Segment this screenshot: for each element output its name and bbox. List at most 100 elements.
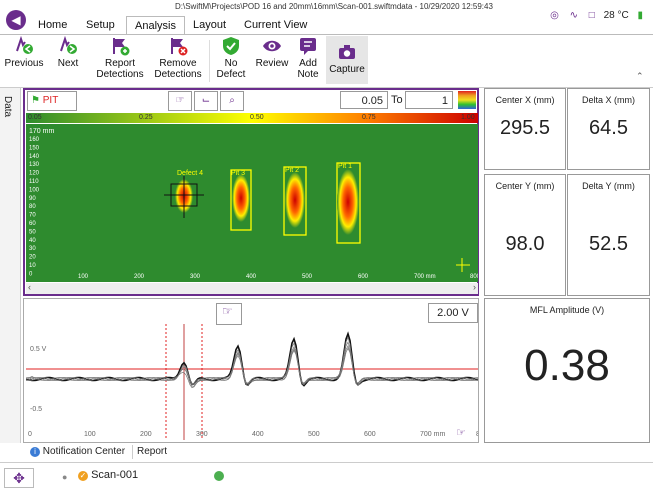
tab-layout[interactable]: Layout <box>193 19 227 31</box>
add-note-button[interactable]: Add Note <box>294 36 322 80</box>
probe-icon: □ <box>588 10 595 21</box>
trace-plot[interactable]: 0 100 200 300 400 500 600 700 mm 800 0.5 V 0 -0.… <box>26 324 478 440</box>
tab-home[interactable]: Home <box>38 19 68 31</box>
remove-detections-button[interactable]: Remove Detections <box>150 36 206 80</box>
map-y-tick: 70 <box>29 213 36 219</box>
range-min-input[interactable]: 0.05 <box>340 91 388 109</box>
map-y-tick: 50 <box>29 229 36 235</box>
palette-button[interactable] <box>458 91 476 109</box>
tab-divider <box>0 34 653 35</box>
delta-y-value: 52.5 <box>589 233 628 255</box>
scroll-left-icon[interactable]: ‹ <box>28 282 31 292</box>
trace-pan-icon[interactable]: ☞ <box>456 426 466 439</box>
file-path: D:\SwiftM\Projects\POD 16 and 20mm\16mm\… <box>175 2 493 11</box>
report-detections-button[interactable]: Report Detections <box>92 36 148 80</box>
hand-tool-icon[interactable]: ☞ <box>168 91 192 111</box>
flag-add-icon <box>113 38 130 56</box>
map-x-tick: 500 <box>302 274 313 280</box>
trace-x-tick: 400 <box>252 431 264 438</box>
scroll-right-icon[interactable]: › <box>473 282 476 292</box>
pan-tool-button[interactable]: ☞ <box>216 303 242 325</box>
trace-x-tick: 800 <box>476 431 478 438</box>
tab-analysis[interactable]: Analysis <box>126 16 185 35</box>
trace-y-tick: -0.5 <box>30 406 42 413</box>
chevron-up-icon[interactable]: ⌃ <box>636 71 644 81</box>
horizontal-scrollbar[interactable]: ‹ › <box>26 282 478 294</box>
center-x-readout: Center X (mm) 295.5 <box>484 88 566 170</box>
report-tab[interactable]: Report <box>132 445 169 459</box>
previous-button[interactable]: Previous <box>4 36 44 69</box>
target-icon[interactable]: ◎ <box>550 10 559 21</box>
map-x-tick: 100 <box>78 274 89 280</box>
trace-panel <box>23 298 479 443</box>
map-y-tick: 140 <box>29 154 40 160</box>
capture-button[interactable]: Capture <box>326 36 368 84</box>
map-y-tick: 60 <box>29 221 36 227</box>
detection-box-pit3[interactable] <box>230 169 252 231</box>
trace-x-ticks: 0 100 200 300 400 500 600 700 mm 800 <box>28 431 478 438</box>
detection-box-pit1[interactable] <box>336 162 361 244</box>
map-y-tick: 10 <box>29 263 36 269</box>
addnote-label-1: Add <box>299 58 317 69</box>
next-icon <box>60 36 77 54</box>
map-x-tick: 400 <box>246 274 257 280</box>
delta-y-label: Delta Y (mm) <box>582 181 635 191</box>
review-button[interactable]: Review <box>254 36 290 69</box>
trace-x-tick: 500 <box>308 431 320 438</box>
indication-type-select[interactable]: ⚑ PIT <box>27 91 77 111</box>
zoom-tool-icon[interactable]: ⌕ <box>220 91 244 111</box>
next-scan-icon[interactable] <box>214 471 224 481</box>
camera-icon <box>339 45 355 59</box>
trace-x-tick: 600 <box>364 431 376 438</box>
data-side-tab[interactable] <box>0 88 21 443</box>
map-y-tick: 110 <box>29 179 39 185</box>
eye-icon <box>263 40 281 52</box>
notification-center-label: Notification Center <box>42 446 126 457</box>
no-defect-button[interactable]: No Defect <box>214 36 248 80</box>
previous-label: Previous <box>4 58 44 69</box>
map-y-tick: 90 <box>29 196 36 202</box>
detection-box-pit2[interactable] <box>283 166 307 236</box>
back-button[interactable]: ◀ <box>6 10 26 30</box>
colorbar-tick: 0.25 <box>139 114 153 121</box>
signal-trace <box>26 344 478 387</box>
trace-x-tick: 300 <box>196 431 208 438</box>
defect-cursor[interactable] <box>164 176 204 218</box>
range-max-input[interactable]: 1 <box>405 91 453 109</box>
tab-current-view[interactable]: Current View <box>244 19 308 31</box>
detection-label: Defect 4 <box>177 170 203 177</box>
map-y-tick: 130 <box>29 162 40 168</box>
delta-y-readout: Delta Y (mm) 52.5 <box>567 174 650 296</box>
map-x-ticks: 100 200 300 400 500 600 700 mm 800 <box>78 274 478 280</box>
map-x-tick: 200 <box>134 274 145 280</box>
indication-type-value: PIT <box>42 95 59 106</box>
trace-y-tick: 0 <box>30 376 34 383</box>
map-y-tick: 30 <box>29 246 36 252</box>
status-area: ◎ ∿ □ 28 °C ▮ <box>550 10 643 21</box>
close-scan-icon[interactable]: ● <box>62 472 68 482</box>
cscan-map[interactable]: 1601501401301201101009080706050403020100… <box>26 124 478 282</box>
notification-center-tab[interactable]: i Notification Center <box>28 445 127 459</box>
remove-label-1: Remove <box>159 58 197 69</box>
scan-name: Scan-001 <box>91 469 139 481</box>
center-y-value: 98.0 <box>505 233 545 255</box>
center-x-value: 295.5 <box>499 117 551 139</box>
axes-tool-icon[interactable]: ⌙ <box>194 91 218 111</box>
scan-item[interactable]: ✓ Scan-001 <box>78 469 138 481</box>
voltage-scale-input[interactable]: 2.00 V <box>428 303 478 323</box>
flag-remove-icon <box>171 38 188 56</box>
mfl-amplitude-readout: MFL Amplitude (V) 0.38 <box>484 298 650 443</box>
tab-setup[interactable]: Setup <box>86 19 115 31</box>
trace-x-tick: 0 <box>28 431 32 438</box>
map-y-tick: 80 <box>29 204 36 210</box>
map-background <box>26 124 478 282</box>
plot-tools: ☞ ⌙ ⌕ <box>168 91 250 111</box>
shield-check-icon <box>223 37 239 55</box>
next-button[interactable]: Next <box>50 36 86 69</box>
map-x-tick: 300 <box>190 274 201 280</box>
title-bar <box>0 0 653 16</box>
move-icon[interactable]: ✥ <box>4 468 34 488</box>
remove-label-2: Detections <box>154 69 202 80</box>
note-icon <box>300 38 316 55</box>
range-to-label: To <box>391 94 403 106</box>
